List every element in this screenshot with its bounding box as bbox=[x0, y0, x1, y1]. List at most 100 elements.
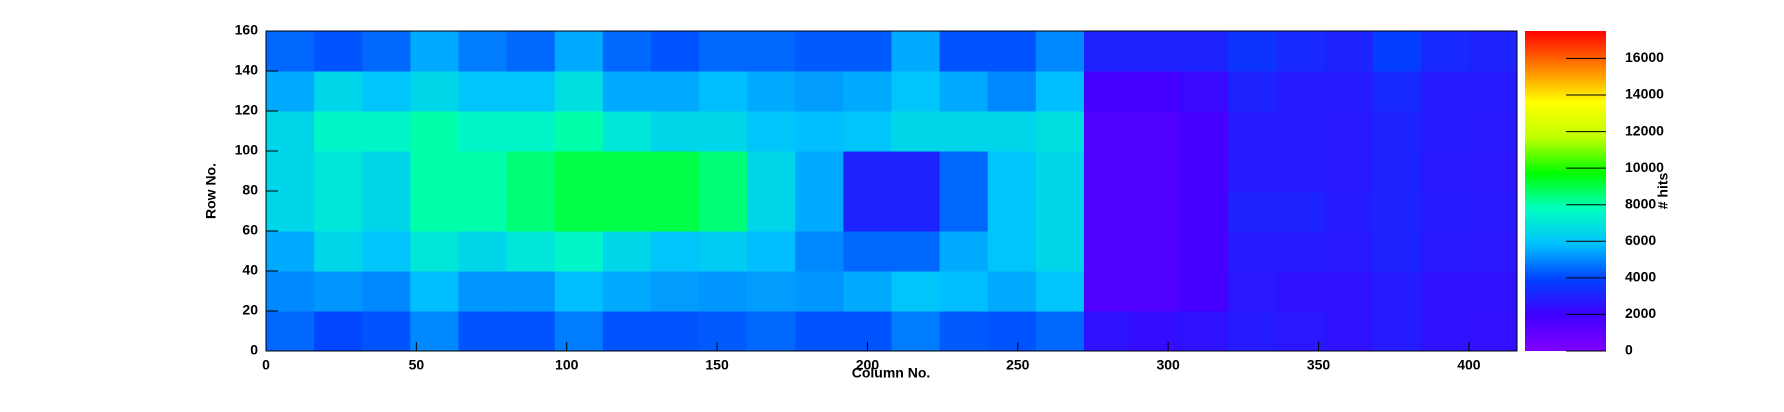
heatmap-cell bbox=[1035, 231, 1085, 272]
heatmap-cell bbox=[650, 111, 700, 152]
heatmap-cell bbox=[1132, 231, 1181, 272]
heatmap-cell bbox=[1083, 311, 1133, 352]
heatmap-cell bbox=[747, 151, 796, 192]
heatmap-cell bbox=[266, 311, 315, 352]
heatmap-cell bbox=[1372, 191, 1422, 232]
heatmap-cell bbox=[1276, 71, 1326, 112]
heatmap-cell bbox=[843, 31, 892, 72]
heatmap-cell bbox=[1420, 191, 1470, 232]
heatmap-cell bbox=[1228, 311, 1277, 352]
heatmap-cell bbox=[843, 271, 892, 312]
heatmap-cell bbox=[1132, 111, 1181, 152]
heatmap-cell bbox=[506, 271, 556, 312]
y-tick-label: 120 bbox=[235, 102, 259, 118]
heatmap-cell bbox=[939, 311, 989, 352]
heatmap-cell bbox=[1372, 151, 1422, 192]
heatmap-cell bbox=[1372, 271, 1422, 312]
heatmap-cell bbox=[1180, 71, 1229, 112]
heatmap-cell bbox=[699, 231, 748, 272]
heatmap-cell bbox=[266, 71, 315, 112]
heatmap-cell bbox=[458, 111, 508, 152]
heatmap-cell bbox=[1083, 31, 1133, 72]
heatmap-cell bbox=[1083, 111, 1133, 152]
heatmap-cell bbox=[362, 111, 411, 152]
heatmap-cell bbox=[891, 71, 941, 112]
heatmap-cell bbox=[1083, 191, 1133, 232]
heatmap-cell bbox=[699, 111, 748, 152]
heatmap-cell bbox=[266, 231, 315, 272]
heatmap-cell bbox=[602, 151, 652, 192]
colorbar-tick-label: 0 bbox=[1625, 342, 1633, 358]
heatmap-cell bbox=[650, 71, 700, 112]
heatmap-cell bbox=[1324, 191, 1374, 232]
heatmap-cell bbox=[1420, 151, 1470, 192]
heatmap-cell bbox=[362, 271, 411, 312]
heatmap-cell bbox=[506, 111, 556, 152]
heatmap-cell bbox=[1276, 111, 1326, 152]
heatmap-cell bbox=[1468, 311, 1518, 352]
heatmap-cell bbox=[1276, 151, 1326, 192]
heatmap-cell bbox=[362, 71, 411, 112]
x-tick-label: 200 bbox=[856, 357, 880, 373]
y-tick-label: 140 bbox=[235, 62, 259, 78]
heatmap-cell bbox=[795, 111, 844, 152]
heatmap-cell bbox=[1132, 271, 1181, 312]
heatmap-cell bbox=[747, 31, 796, 72]
heatmap-cell bbox=[410, 111, 459, 152]
heatmap-cell bbox=[1324, 271, 1374, 312]
heatmap-cell bbox=[987, 311, 1037, 352]
heatmap-cell bbox=[795, 311, 844, 352]
heatmap-cell bbox=[747, 231, 796, 272]
heatmap-cell bbox=[650, 231, 700, 272]
heatmap-cell bbox=[314, 151, 363, 192]
heatmap-cell bbox=[458, 31, 508, 72]
heatmap-cell bbox=[939, 71, 989, 112]
heatmap-cell bbox=[1420, 31, 1470, 72]
heatmap-cell bbox=[1276, 231, 1326, 272]
y-tick-label: 0 bbox=[250, 342, 258, 358]
heatmap-cell bbox=[1420, 271, 1470, 312]
heatmap-cell bbox=[939, 271, 989, 312]
heatmap-cell bbox=[1468, 191, 1518, 232]
heatmap-cell bbox=[1132, 191, 1181, 232]
heatmap-cell bbox=[410, 31, 459, 72]
heatmap-cell bbox=[602, 71, 652, 112]
heatmap-cell bbox=[650, 311, 700, 352]
heatmap-cell bbox=[747, 311, 796, 352]
heatmap-cell bbox=[699, 271, 748, 312]
colorbar-tick-label: 4000 bbox=[1625, 269, 1656, 285]
heatmap-cell bbox=[362, 31, 411, 72]
heatmap-cell bbox=[362, 151, 411, 192]
heatmap-cell bbox=[1180, 271, 1229, 312]
heatmap-cell bbox=[1132, 311, 1181, 352]
heatmap-cell bbox=[554, 271, 604, 312]
heatmap-cell bbox=[1083, 151, 1133, 192]
x-tick-label: 400 bbox=[1457, 357, 1481, 373]
heatmap-cell bbox=[458, 151, 508, 192]
heatmap-cell bbox=[1276, 31, 1326, 72]
heatmap-cell bbox=[1372, 111, 1422, 152]
heatmap-cell bbox=[266, 151, 315, 192]
heatmap-cell bbox=[987, 151, 1037, 192]
x-tick-label: 150 bbox=[705, 357, 729, 373]
heatmap-cell bbox=[1228, 71, 1277, 112]
heatmap-cell bbox=[1276, 191, 1326, 232]
heatmap-cell bbox=[1372, 71, 1422, 112]
heatmap-cell bbox=[747, 271, 796, 312]
heatmap-cell bbox=[1468, 271, 1518, 312]
heatmap-cell bbox=[843, 111, 892, 152]
heatmap-cell bbox=[939, 191, 989, 232]
colorbar bbox=[1525, 31, 1606, 351]
colorbar-tick-label: 12000 bbox=[1625, 122, 1664, 138]
colorbar-tick-label: 14000 bbox=[1625, 86, 1664, 102]
heatmap-cell bbox=[939, 231, 989, 272]
heatmap-cell bbox=[699, 311, 748, 352]
heatmap-cell bbox=[1276, 311, 1326, 352]
heatmap-cell bbox=[458, 231, 508, 272]
heatmap-cell bbox=[314, 271, 363, 312]
heatmap-cell bbox=[554, 151, 604, 192]
heatmap-cell bbox=[602, 311, 652, 352]
heatmap-cell bbox=[795, 231, 844, 272]
heatmap-cell bbox=[1468, 31, 1518, 72]
heatmap-cell bbox=[1035, 191, 1085, 232]
